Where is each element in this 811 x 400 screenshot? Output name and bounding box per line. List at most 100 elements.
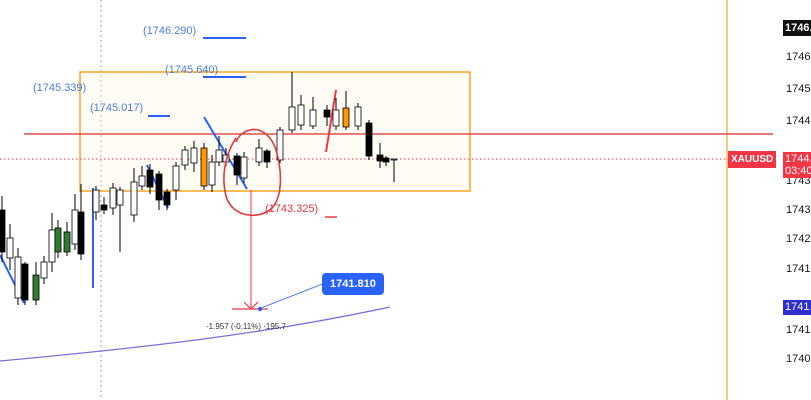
candle-body bbox=[240, 156, 248, 179]
moving-average-line[interactable] bbox=[0, 306, 391, 362]
candle-18[interactable] bbox=[146, 164, 154, 194]
candlestick-series[interactable] bbox=[0, 72, 398, 305]
candle-40[interactable] bbox=[365, 120, 373, 160]
candle-body bbox=[63, 231, 71, 253]
candle-body bbox=[109, 187, 117, 209]
measure-readout: -1.957 (-0.11%) -195.7 bbox=[206, 322, 286, 331]
candle-body bbox=[100, 204, 108, 211]
target-callout-line bbox=[260, 282, 326, 309]
candle-4[interactable] bbox=[21, 262, 29, 305]
high-label-1: (1746.290) bbox=[143, 25, 197, 37]
candle-body bbox=[138, 175, 146, 187]
candle-body bbox=[130, 181, 138, 216]
candle-6[interactable] bbox=[40, 256, 48, 284]
candle-body bbox=[77, 211, 85, 255]
candle-9[interactable] bbox=[63, 222, 71, 256]
candle-7[interactable] bbox=[48, 213, 56, 272]
price-axis-label: 1741. bbox=[786, 263, 811, 275]
candle-body bbox=[0, 209, 6, 253]
candle-36[interactable] bbox=[323, 105, 331, 126]
candle-29[interactable] bbox=[240, 152, 248, 183]
current-price-value: 1744. bbox=[785, 153, 811, 165]
candle-26[interactable] bbox=[215, 136, 223, 166]
candle-body bbox=[390, 158, 398, 161]
candle-body bbox=[255, 147, 263, 163]
candle-16[interactable] bbox=[130, 168, 138, 222]
candle-15[interactable] bbox=[116, 187, 124, 252]
price-axis-label: 1742. bbox=[786, 233, 811, 245]
candle-body bbox=[382, 157, 390, 163]
candle-17[interactable] bbox=[138, 166, 146, 190]
high-label-3: (1745.339) bbox=[33, 82, 87, 94]
candle-12[interactable] bbox=[92, 186, 100, 220]
candle-body bbox=[6, 237, 14, 259]
moving-average-badge: 1741. bbox=[783, 300, 811, 315]
candle-34[interactable] bbox=[297, 95, 305, 130]
candle-body bbox=[54, 227, 62, 253]
candle-8[interactable] bbox=[54, 220, 62, 258]
candle-3[interactable] bbox=[14, 248, 22, 305]
price-axis-label: 1741. bbox=[786, 324, 811, 336]
candle-body bbox=[146, 169, 154, 188]
candle-body bbox=[155, 173, 163, 201]
price-axis-label: 1743. bbox=[786, 204, 811, 216]
candle-body bbox=[181, 149, 189, 166]
candle-5[interactable] bbox=[32, 262, 40, 305]
candle-23[interactable] bbox=[190, 141, 198, 172]
candle-38[interactable] bbox=[342, 91, 350, 130]
low-label-1: (1743.325) bbox=[265, 203, 319, 215]
candle-body bbox=[14, 256, 22, 299]
candle-10[interactable] bbox=[71, 194, 79, 250]
candle-28[interactable] bbox=[233, 153, 241, 185]
candle-19[interactable] bbox=[155, 171, 163, 210]
candle-37[interactable] bbox=[332, 98, 340, 130]
candle-body bbox=[208, 161, 216, 186]
candle-14[interactable] bbox=[109, 183, 117, 215]
price-badge-top: 1746. bbox=[783, 20, 811, 36]
candle-body bbox=[342, 107, 350, 128]
candle-32[interactable] bbox=[276, 127, 284, 163]
candle-body bbox=[200, 147, 208, 187]
high-label-4: (1745.017) bbox=[90, 102, 144, 114]
candle-13[interactable] bbox=[100, 197, 108, 214]
candle-body bbox=[116, 189, 124, 206]
price-axis-label: 1745. bbox=[786, 83, 811, 95]
candle-30[interactable] bbox=[255, 139, 263, 166]
price-axis-label: 1743. bbox=[786, 175, 811, 187]
candle-1[interactable] bbox=[0, 196, 6, 262]
symbol-label[interactable]: XAUUSD bbox=[728, 151, 777, 168]
price-axis[interactable] bbox=[773, 0, 811, 400]
hand-drawn-circle[interactable] bbox=[223, 128, 282, 216]
candle-body bbox=[40, 261, 48, 279]
candle-20[interactable] bbox=[163, 189, 171, 210]
candle-21[interactable] bbox=[172, 162, 180, 200]
range-box[interactable] bbox=[79, 71, 471, 192]
candle-22[interactable] bbox=[181, 146, 189, 170]
candle-11[interactable] bbox=[77, 184, 85, 260]
candle-body bbox=[32, 274, 40, 301]
price-axis-label: 1744. bbox=[786, 115, 811, 127]
candle-31[interactable] bbox=[263, 149, 271, 168]
candle-25[interactable] bbox=[208, 155, 216, 192]
candle-body bbox=[297, 104, 305, 126]
candle-42[interactable] bbox=[382, 156, 390, 166]
candle-body bbox=[48, 229, 56, 263]
candle-body bbox=[71, 209, 79, 245]
target-price-label[interactable]: 1741.810 bbox=[322, 273, 384, 295]
candle-24[interactable] bbox=[200, 143, 208, 190]
candle-body bbox=[309, 109, 317, 127]
current-price-badge: 1744. 03:40 bbox=[783, 152, 811, 178]
candle-35[interactable] bbox=[309, 97, 317, 129]
candle-33[interactable] bbox=[288, 72, 296, 133]
candle-body bbox=[172, 165, 180, 191]
candle-39[interactable] bbox=[354, 103, 362, 130]
candle-2[interactable] bbox=[6, 224, 14, 270]
red-trend-line[interactable] bbox=[325, 89, 337, 153]
candle-body bbox=[323, 109, 331, 118]
candle-body bbox=[263, 150, 271, 163]
candle-body bbox=[276, 129, 284, 161]
candle-43[interactable] bbox=[390, 158, 398, 182]
candle-body bbox=[354, 106, 362, 127]
